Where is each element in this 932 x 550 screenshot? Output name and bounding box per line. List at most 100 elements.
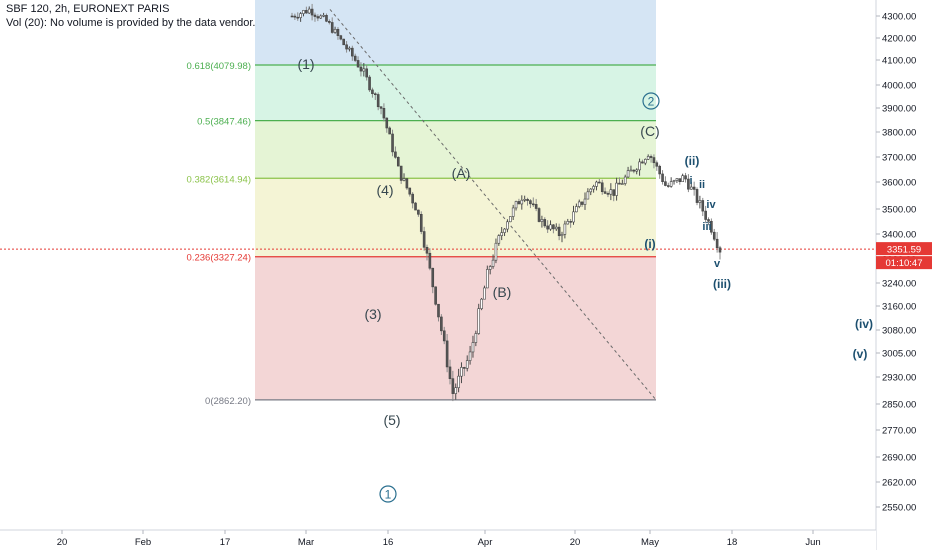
candle-body [362, 68, 366, 72]
y-tick-label: 2690.00 [882, 453, 916, 464]
candle-body [414, 202, 417, 211]
candle-body [641, 161, 644, 164]
candle-body [408, 187, 412, 195]
candle-body [448, 366, 452, 379]
candle-body [333, 28, 337, 33]
y-tick-label: 4100.00 [882, 56, 916, 67]
candle-body [336, 28, 340, 36]
candle-body [365, 68, 368, 78]
volume-note: Vol (20): No volume is provided by the d… [6, 17, 256, 29]
wave-circle-2 [642, 92, 660, 110]
candle-body [695, 189, 699, 203]
candle-body [529, 200, 532, 205]
wave-label: (iii) [713, 277, 731, 291]
candle-body [669, 181, 673, 187]
candle-body [368, 76, 371, 91]
wave-label: (v) [853, 347, 868, 361]
y-axis-panel [876, 0, 932, 550]
wave-label: (3) [364, 306, 381, 322]
candle-body [583, 198, 587, 205]
candle-body [359, 66, 363, 72]
candle-body [419, 214, 423, 232]
candle-body [672, 180, 676, 182]
candle-body [399, 165, 403, 181]
candle-body [474, 333, 478, 343]
candle-body [310, 8, 314, 16]
candle-body [500, 232, 503, 236]
candle-body [692, 186, 696, 190]
candle-body [325, 15, 328, 22]
candle-body [454, 387, 458, 394]
candle-body [322, 15, 325, 17]
candle-body [376, 94, 380, 108]
y-tick-label: 2770.00 [882, 426, 916, 437]
wave-label: ii [699, 179, 705, 191]
candle-body [575, 206, 578, 213]
candle-body [623, 176, 627, 184]
candle-body [477, 308, 481, 334]
wave-label: (4) [376, 182, 393, 198]
candle-body [471, 342, 475, 353]
wave-label: (i) [644, 237, 655, 251]
candle-body [488, 266, 492, 270]
candle-body [592, 186, 595, 190]
x-tick-label: 20 [57, 537, 68, 548]
candle-body [382, 108, 386, 119]
candle-body [293, 15, 297, 18]
candle-body [531, 203, 535, 206]
wave-label: i [689, 175, 692, 187]
fib-zone-3 [255, 178, 656, 257]
y-tick-label: 3800.00 [882, 128, 916, 139]
wave-label: (5) [383, 412, 400, 428]
candle-body [589, 188, 593, 193]
wave-label: (iv) [855, 317, 873, 331]
candle-body [480, 298, 483, 309]
candle-body [417, 209, 420, 215]
candle-body [299, 13, 302, 18]
candle-body [302, 10, 305, 14]
candle-body [465, 360, 469, 369]
candle-body [316, 16, 320, 19]
wave-label-circled-2: 2 [648, 95, 655, 109]
fib-zone-1 [255, 65, 656, 121]
candle-body [664, 181, 667, 186]
y-tick-label: 4000.00 [882, 81, 916, 92]
candle-body [661, 173, 664, 182]
y-tick-label: 3600.00 [882, 178, 916, 189]
y-tick-label: 3400.00 [882, 230, 916, 241]
candle-body [707, 219, 710, 222]
x-tick-label: Mar [298, 537, 314, 548]
y-tick-label: 3900.00 [882, 104, 916, 115]
x-tick-label: Feb [135, 537, 151, 548]
candle-body [437, 303, 440, 318]
fib-zone-0 [255, 0, 656, 66]
wave-label: (ii) [685, 154, 700, 168]
wave-label: v [714, 258, 721, 270]
candle-body [422, 231, 426, 248]
candle-body [374, 93, 377, 96]
candle-body [503, 228, 506, 233]
candle-body [618, 182, 621, 185]
y-tick-label: 3080.00 [882, 326, 916, 337]
candle-body [549, 224, 552, 230]
candle-body [494, 242, 498, 261]
candle-body [511, 207, 515, 217]
candle-body [586, 191, 590, 200]
candle-body [394, 151, 397, 158]
candle-body [701, 200, 705, 212]
candle-body [509, 216, 512, 223]
candle-body [638, 161, 641, 171]
y-tick-label: 3005.00 [882, 349, 916, 360]
candle-body [405, 178, 409, 189]
candle-body [385, 117, 389, 129]
candle-body [600, 182, 604, 192]
x-tick-label: 16 [383, 537, 394, 548]
x-axis-panel [0, 530, 876, 550]
candle-body [442, 330, 446, 342]
candle-body [305, 10, 308, 14]
candle-body [698, 200, 702, 203]
chart-symbol-title: SBF 120, 2h, EURONEXT PARIS [6, 3, 170, 15]
y-tick-label: 3240.00 [882, 279, 916, 290]
candle-body [497, 235, 501, 244]
